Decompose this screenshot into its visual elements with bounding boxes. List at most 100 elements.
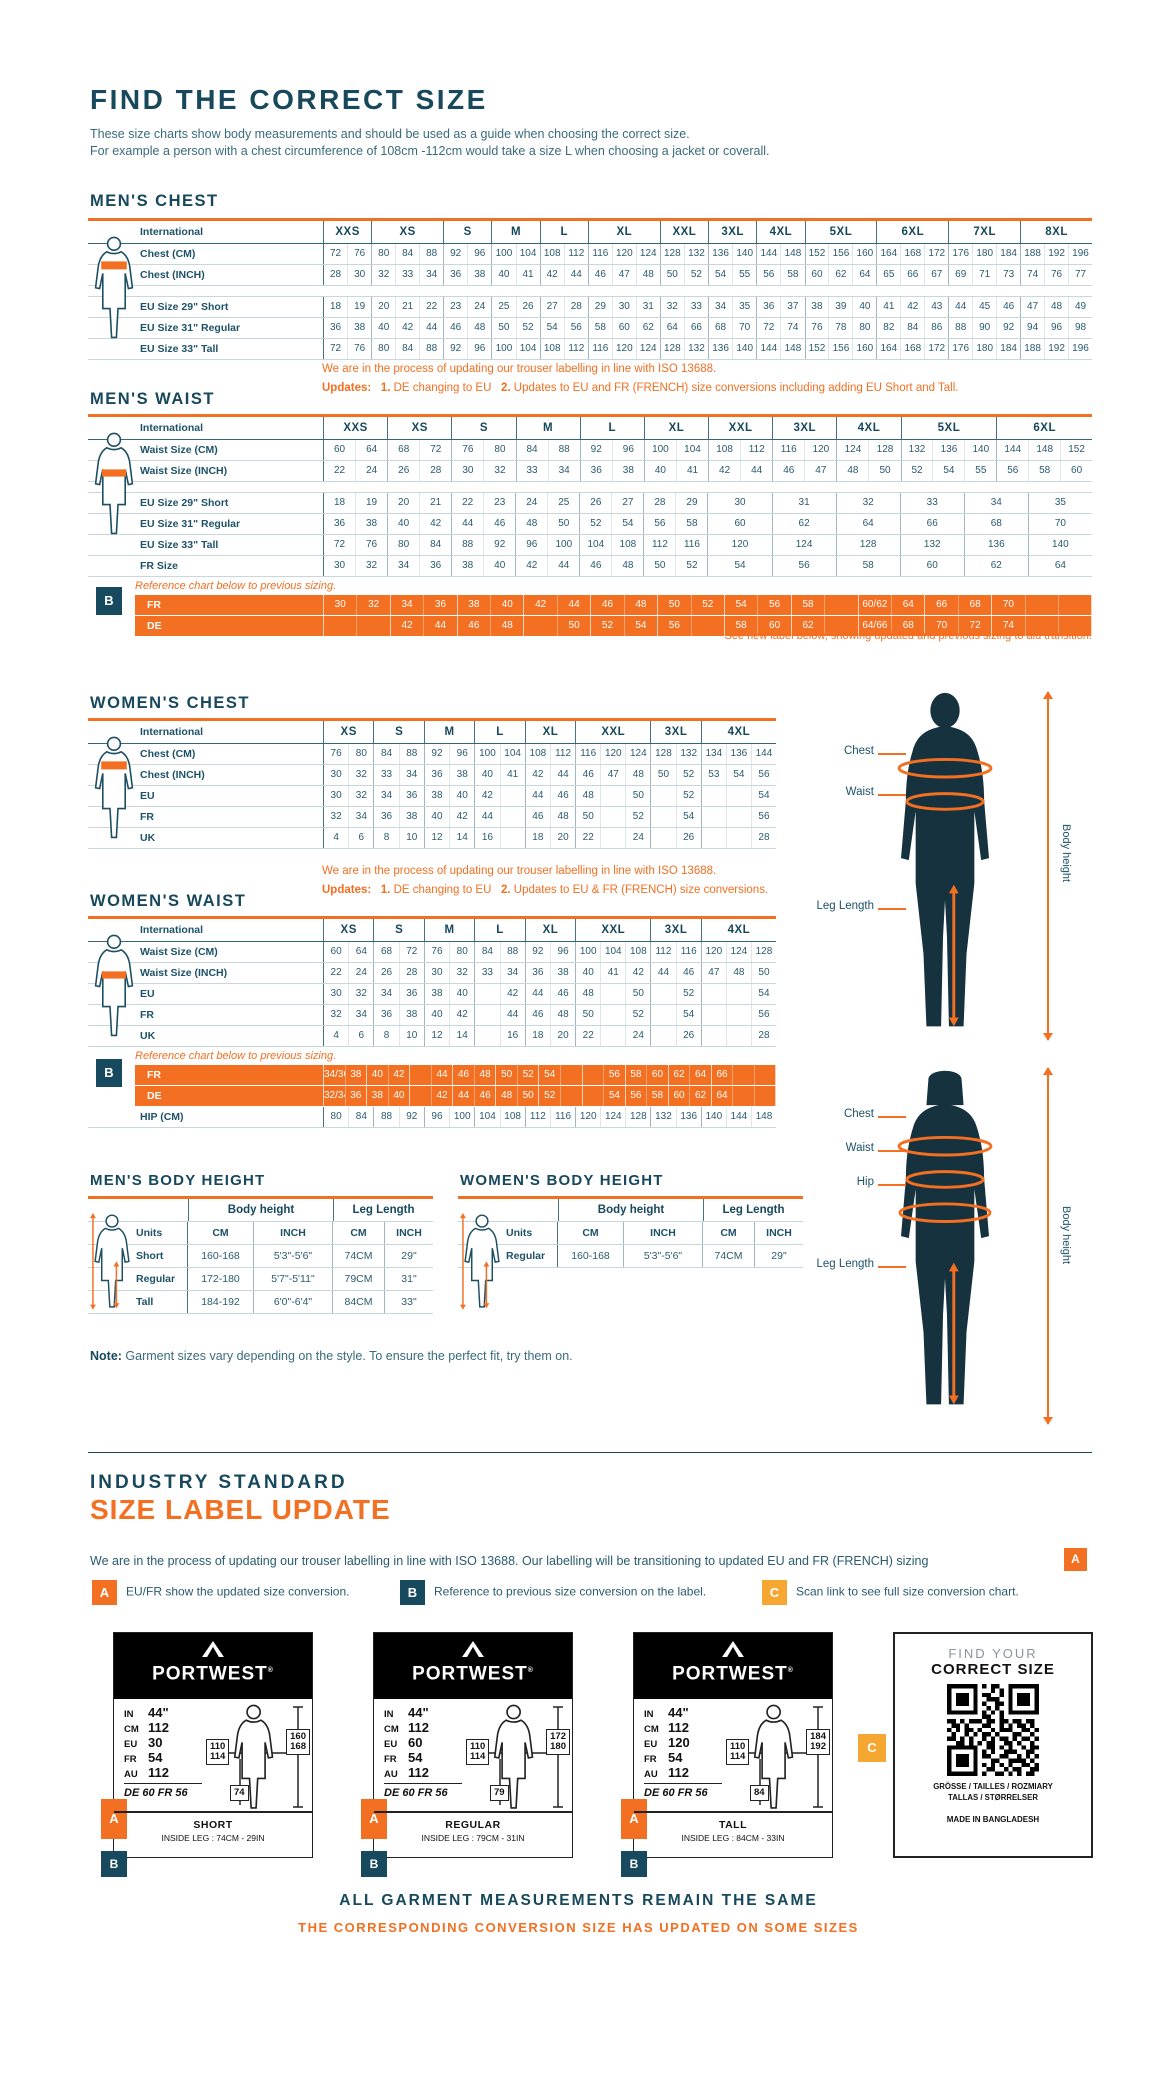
card-size-row: EU 30 (124, 1735, 210, 1750)
size-cell: 32 (837, 493, 901, 513)
size-cell: 22 24 (576, 828, 652, 848)
size-cell: 144 148 152 (997, 440, 1092, 460)
update-1-num: 1. (380, 382, 391, 394)
a-badge: A (1064, 1548, 1087, 1571)
size-cell: 144 148 (757, 244, 806, 264)
size-cell: 44 46 (651, 963, 702, 983)
table-row: Waist Size (INCH) 22 24 26 28 30 32 33 34 36 38 40 4… (88, 461, 1092, 482)
header-label: International (88, 919, 324, 941)
card-figure: 110 114 184 192 84 (726, 1701, 830, 1811)
card-footer: REGULAR INSIDE LEG : 79CM - 31IN (374, 1811, 572, 1857)
size-cell: 54 56 (541, 318, 589, 338)
legend-item-a: A EU/FR show the updated size conversion. (92, 1580, 349, 1605)
size-cell: 92 96 (425, 744, 476, 764)
size-cell: 68 72 (374, 942, 425, 962)
size-cell: 82 84 86 (877, 318, 950, 338)
size-cell: 44 46 (526, 984, 577, 1004)
size-value: 54 (148, 1750, 163, 1765)
size-cell: 34 (965, 493, 1029, 513)
size-cell: 38 40 (425, 984, 476, 1004)
size-cell: 52 (539, 1086, 583, 1106)
size-cell: 46 48 (526, 1005, 577, 1025)
size-cell: 48 50 (576, 984, 652, 1004)
size-column-header: 3XL (709, 221, 758, 243)
size-cell: 40 41 (645, 461, 710, 481)
size-cell: 72 74 (757, 318, 806, 338)
size-cell: 64 (712, 1086, 776, 1106)
size-cell: 46 47 48 (589, 265, 661, 285)
bh-group-header: Body height (188, 1199, 333, 1221)
size-cell: 116 120 124 (576, 744, 652, 764)
size-column-header: S (374, 919, 425, 941)
fit-name: REGULAR (445, 1819, 501, 1831)
size-column-header: M (517, 417, 581, 439)
note-text: Garment sizes vary depending on the styl… (121, 1349, 573, 1363)
size-system-label: EU (124, 1739, 138, 1750)
mens-waist-footnote: **See new label below, showing updated a… (715, 630, 1092, 642)
male-chest-label: Chest (796, 745, 906, 757)
row-label: Waist Size (CM) (88, 440, 324, 460)
c-badge: C (762, 1580, 787, 1605)
portwest-logo: PORTWEST® (634, 1633, 832, 1699)
size-value: 112 (408, 1720, 429, 1735)
size-cell: 84 88 (517, 440, 581, 460)
size-cell: 42 44 (541, 265, 589, 285)
size-cell: 72 76 (324, 535, 389, 555)
size-cell: 108 112 (541, 244, 589, 264)
size-cell: 50 52 (576, 1005, 652, 1025)
size-cell: 47 48 49 (1021, 297, 1092, 317)
size-system-label: IN (124, 1709, 134, 1720)
size-column-header: XXL (661, 221, 709, 243)
row-label: Waist Size (CM) (88, 942, 324, 962)
size-cell: 27 28 (541, 297, 589, 317)
size-cell: 60/62 64 (859, 595, 926, 615)
size-cell: 58 60 (626, 1065, 669, 1085)
size-cell: 128 132 (661, 244, 709, 264)
male-leg-length-label: Leg Length (796, 900, 906, 912)
size-column-header: L (581, 417, 645, 439)
card-size-row: CM 112 (644, 1720, 730, 1735)
size-cell: 36 38 (374, 1005, 425, 1025)
inside-leg: INSIDE LEG : 79CM - 31IN (421, 1833, 525, 1843)
size-column-header: XL (526, 919, 577, 941)
waist-measure-box: 110 114 (726, 1739, 750, 1765)
legend-text: Scan link to see full size conversion ch… (796, 1584, 1019, 1599)
row-label: EU Size 33" Tall (88, 339, 324, 359)
size-cell: 46 48 (444, 318, 493, 338)
size-value: 120 (668, 1735, 690, 1750)
note-label: Note: (90, 1349, 122, 1363)
size-cell: 56 (658, 616, 725, 636)
size-label-card: PORTWEST® IN 44" CM 112 EU 120 FR 54 AU 112 DE 60 F… (621, 1632, 833, 1877)
size-cell: 30 32 (425, 963, 476, 983)
update-2-text: Updates to EU and FR (FRENCH) size conve… (510, 382, 959, 394)
size-cell: 8 10 (374, 828, 425, 848)
size-cell: 29 30 31 (589, 297, 661, 317)
size-cell: 32 34 (324, 1005, 375, 1025)
page-title: FIND THE CORRECT SIZE (90, 84, 488, 115)
bh-row: Short 160-168 5'3"-5'6" 74CM 29" (88, 1245, 433, 1268)
size-cell: 46 47 (773, 461, 838, 481)
size-cell: 44 (475, 1005, 526, 1025)
size-cell: 80 84 (324, 1107, 375, 1127)
size-cell (324, 616, 391, 636)
height-measure-box: 184 192 (806, 1729, 830, 1755)
table-row: EU 30 32 34 36 38 40 42 44 46 48 50 52 54 (88, 786, 776, 807)
size-cell: 80 84 88 (372, 244, 445, 264)
size-cell: 50 52 (576, 807, 652, 827)
size-cell: 56 58 60 (997, 461, 1092, 481)
card-size-row: CM 112 (124, 1720, 210, 1735)
size-cell: 112 116 (526, 1107, 577, 1127)
bh-row: Units CM INCH CM INCH (88, 1222, 433, 1245)
card-footer: SHORT INSIDE LEG : 74CM - 29IN (114, 1811, 312, 1857)
size-cell: 28 (702, 828, 776, 848)
a-badge: A (101, 1799, 127, 1839)
size-cell: 34 35 (709, 297, 758, 317)
size-cell: 50 52 (492, 318, 541, 338)
size-cell: 54 55 (709, 265, 758, 285)
row-label: UK (88, 1026, 324, 1046)
size-column-header: M (425, 721, 476, 743)
size-cell: 38 40 (425, 786, 476, 806)
size-cell: 42 (410, 1086, 454, 1106)
card-body: IN 44" CM 112 EU 120 FR 54 AU 112 DE 60 FR 56 110 11… (621, 1699, 832, 1877)
size-column-header: L (541, 221, 589, 243)
